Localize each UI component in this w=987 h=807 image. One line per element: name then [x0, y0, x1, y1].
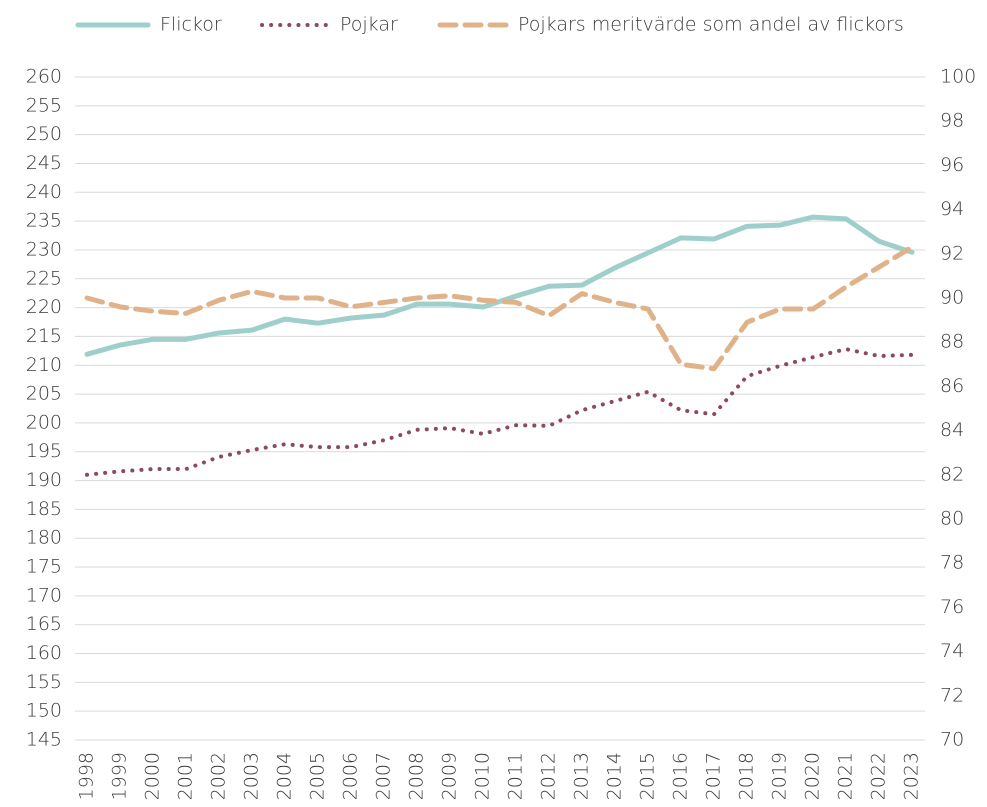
x-tick-label: 2016 [670, 752, 692, 800]
y2-tick-label: 76 [940, 596, 964, 618]
y-tick-label: 255 [26, 94, 62, 116]
y2-tick-label: 84 [940, 419, 964, 441]
y-tick-label: 165 [26, 613, 62, 635]
y-tick-label: 180 [26, 527, 62, 549]
y-tick-label: 200 [26, 411, 62, 433]
y-tick-label: 260 [26, 66, 62, 88]
x-tick-label: 2002 [208, 752, 230, 800]
y-tick-label: 170 [26, 584, 62, 606]
y2-tick-label: 70 [940, 729, 964, 751]
x-tick-label: 1998 [76, 752, 98, 800]
y2-tick-label: 96 [940, 154, 964, 176]
x-tick-label: 2001 [175, 752, 197, 800]
x-tick-label: 2004 [274, 752, 296, 800]
x-tick-label: 2009 [439, 752, 461, 800]
y2-tick-label: 72 [940, 684, 964, 706]
x-tick-label: 2003 [241, 752, 263, 800]
x-tick-label: 2011 [505, 752, 527, 800]
y-tick-label: 185 [26, 498, 62, 520]
x-tick-label: 2021 [835, 752, 857, 800]
y2-tick-label: 86 [940, 375, 964, 397]
y-tick-label: 190 [26, 469, 62, 491]
y2-tick-label: 78 [940, 552, 964, 574]
y-tick-label: 210 [26, 354, 62, 376]
y-tick-label: 245 [26, 152, 62, 174]
legend-label: Flickor [160, 14, 222, 36]
x-tick-label: 2007 [373, 752, 395, 800]
x-tick-label: 2005 [307, 752, 329, 800]
y-tick-label: 205 [26, 383, 62, 405]
x-tick-label: 2010 [472, 752, 494, 800]
x-tick-label: 2015 [637, 752, 659, 800]
legend-label: Pojkars meritvärde som andel av flickors [518, 14, 904, 36]
x-tick-label: 2008 [406, 752, 428, 800]
y-tick-label: 175 [26, 556, 62, 578]
x-tick-label: 2019 [769, 752, 791, 800]
y-tick-label: 230 [26, 238, 62, 260]
y-tick-label: 160 [26, 642, 62, 664]
legend-label: Pojkar [340, 14, 398, 36]
y2-tick-label: 90 [940, 287, 964, 309]
x-tick-label: 2013 [571, 752, 593, 800]
series-line [85, 347, 914, 477]
y2-tick-label: 88 [940, 331, 964, 353]
y2-tick-label: 98 [940, 110, 964, 132]
x-tick-label: 2000 [142, 752, 164, 800]
y-tick-label: 145 [26, 729, 62, 751]
x-tick-label: 2018 [736, 752, 758, 800]
x-tick-label: 2022 [868, 752, 890, 800]
y-tick-label: 215 [26, 325, 62, 347]
y-tick-label: 240 [26, 181, 62, 203]
x-tick-label: 1999 [109, 752, 131, 800]
y2-tick-label: 74 [940, 640, 964, 662]
y-tick-label: 220 [26, 296, 62, 318]
series-line [84, 244, 915, 372]
x-tick-label: 2012 [538, 752, 560, 800]
y-tick-label: 225 [26, 267, 62, 289]
y2-tick-label: 80 [940, 508, 964, 530]
y2-tick-label: 82 [940, 463, 964, 485]
x-tick-label: 2014 [604, 752, 626, 800]
y-tick-label: 250 [26, 123, 62, 145]
y-tick-label: 155 [26, 671, 62, 693]
x-tick-label: 2023 [901, 752, 923, 800]
x-tick-label: 2017 [703, 752, 725, 800]
y-tick-label: 235 [26, 210, 62, 232]
y2-tick-label: 100 [940, 66, 976, 88]
x-tick-label: 2020 [802, 752, 824, 800]
y-tick-label: 195 [26, 440, 62, 462]
y-tick-label: 150 [26, 700, 62, 722]
series-line [84, 214, 915, 357]
x-tick-label: 2006 [340, 752, 362, 800]
y2-tick-label: 92 [940, 242, 964, 264]
y2-tick-label: 94 [940, 198, 964, 220]
